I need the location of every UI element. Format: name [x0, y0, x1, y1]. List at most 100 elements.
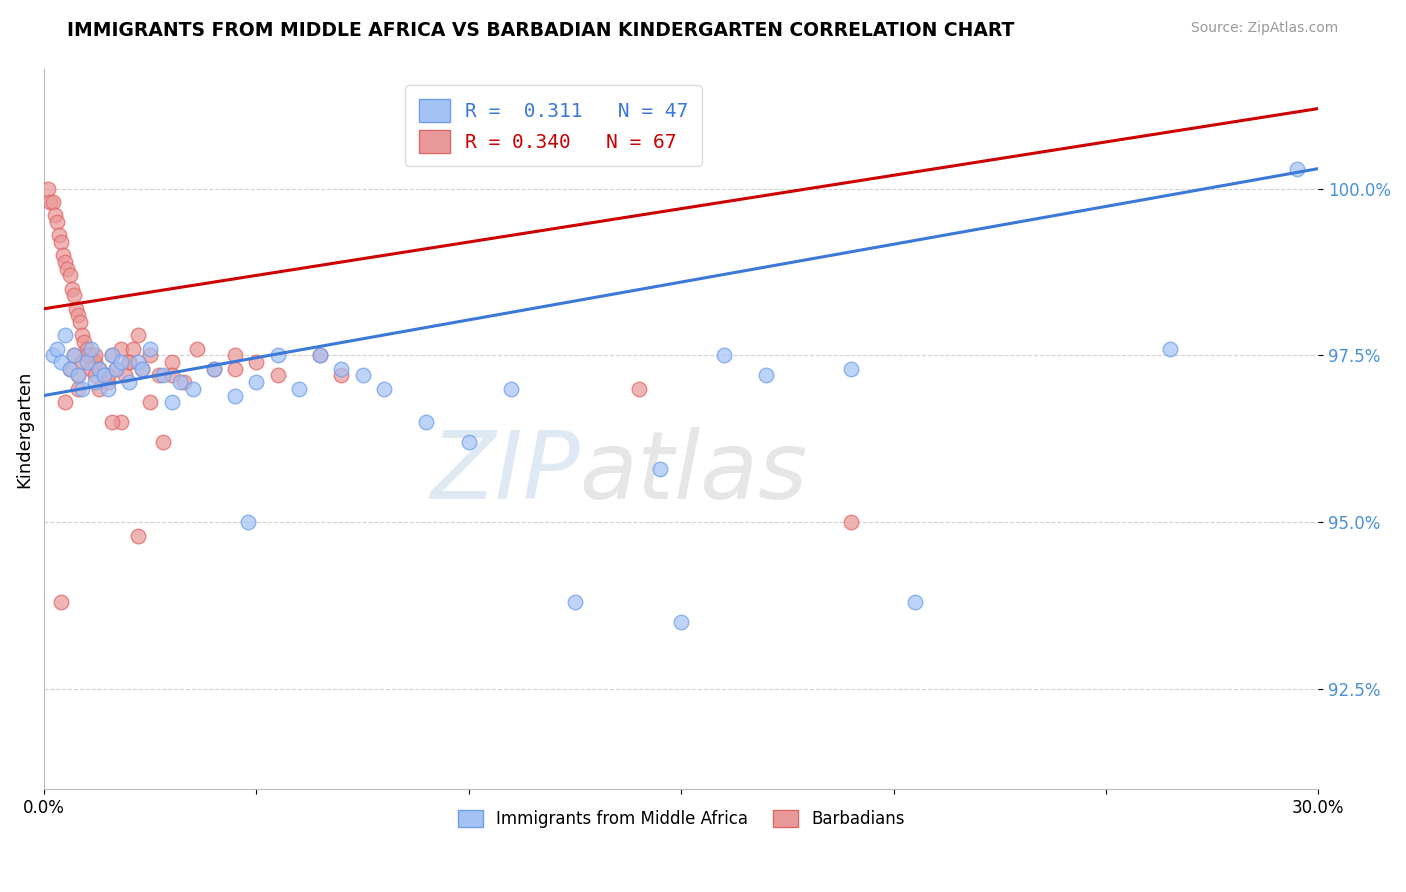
- Point: [84, 349, 107, 363]
- Point: [330, 361, 353, 376]
- Legend: Immigrants from Middle Africa, Barbadians: Immigrants from Middle Africa, Barbadian…: [451, 804, 911, 835]
- Point: [76, 342, 98, 356]
- Point: [63, 288, 86, 302]
- Point: [101, 349, 124, 363]
- Point: [49, 595, 72, 609]
- Point: [114, 368, 136, 383]
- Point: [53, 255, 76, 269]
- Point: [72, 328, 94, 343]
- Point: [224, 361, 246, 376]
- Point: [127, 355, 149, 369]
- Point: [80, 361, 103, 376]
- Point: [127, 528, 149, 542]
- Point: [181, 382, 204, 396]
- Point: [309, 349, 332, 363]
- Point: [53, 328, 76, 343]
- Point: [1159, 342, 1181, 356]
- Point: [49, 235, 72, 249]
- Point: [202, 361, 225, 376]
- Point: [224, 349, 246, 363]
- Point: [67, 309, 90, 323]
- Point: [110, 355, 132, 369]
- Point: [139, 342, 162, 356]
- Point: [839, 516, 862, 530]
- Point: [118, 355, 141, 369]
- Point: [44, 208, 66, 222]
- Point: [63, 349, 86, 363]
- Point: [97, 368, 120, 383]
- Point: [93, 368, 115, 383]
- Point: [415, 415, 437, 429]
- Point: [904, 595, 927, 609]
- Point: [127, 328, 149, 343]
- Point: [152, 435, 174, 450]
- Point: [52, 248, 75, 262]
- Point: [84, 375, 107, 389]
- Point: [37, 181, 59, 195]
- Point: [72, 355, 94, 369]
- Point: [173, 375, 195, 389]
- Point: [309, 349, 332, 363]
- Point: [118, 375, 141, 389]
- Point: [713, 349, 735, 363]
- Point: [39, 194, 62, 209]
- Point: [330, 368, 353, 383]
- Point: [58, 268, 80, 283]
- Point: [97, 382, 120, 396]
- Text: IMMIGRANTS FROM MIDDLE AFRICA VS BARBADIAN KINDERGARTEN CORRELATION CHART: IMMIGRANTS FROM MIDDLE AFRICA VS BARBADI…: [67, 21, 1015, 40]
- Point: [53, 395, 76, 409]
- Point: [80, 342, 103, 356]
- Text: atlas: atlas: [579, 426, 807, 517]
- Point: [69, 315, 91, 329]
- Point: [267, 349, 290, 363]
- Point: [60, 282, 83, 296]
- Point: [80, 349, 103, 363]
- Point: [669, 615, 692, 630]
- Point: [186, 342, 208, 356]
- Point: [236, 516, 259, 530]
- Point: [101, 415, 124, 429]
- Point: [245, 355, 267, 369]
- Y-axis label: Kindergarten: Kindergarten: [15, 370, 32, 488]
- Point: [160, 395, 183, 409]
- Point: [148, 368, 170, 383]
- Point: [89, 361, 111, 376]
- Point: [755, 368, 778, 383]
- Point: [373, 382, 395, 396]
- Point: [110, 415, 132, 429]
- Point: [1286, 161, 1309, 176]
- Point: [97, 375, 120, 389]
- Point: [169, 375, 191, 389]
- Point: [45, 342, 67, 356]
- Point: [160, 368, 183, 383]
- Point: [72, 382, 94, 396]
- Point: [93, 368, 115, 383]
- Point: [131, 361, 153, 376]
- Point: [67, 368, 90, 383]
- Point: [501, 382, 523, 396]
- Point: [58, 361, 80, 376]
- Point: [105, 361, 128, 376]
- Point: [105, 361, 128, 376]
- Point: [118, 355, 141, 369]
- Point: [457, 435, 479, 450]
- Point: [564, 595, 586, 609]
- Point: [89, 361, 111, 376]
- Point: [76, 355, 98, 369]
- Point: [131, 361, 153, 376]
- Point: [160, 355, 183, 369]
- Point: [58, 361, 80, 376]
- Point: [267, 368, 290, 383]
- Point: [41, 349, 63, 363]
- Point: [627, 382, 650, 396]
- Point: [139, 349, 162, 363]
- Point: [139, 395, 162, 409]
- Point: [84, 355, 107, 369]
- Point: [352, 368, 374, 383]
- Point: [152, 368, 174, 383]
- Point: [84, 368, 107, 383]
- Point: [122, 342, 145, 356]
- Point: [224, 388, 246, 402]
- Point: [48, 228, 70, 243]
- Point: [45, 215, 67, 229]
